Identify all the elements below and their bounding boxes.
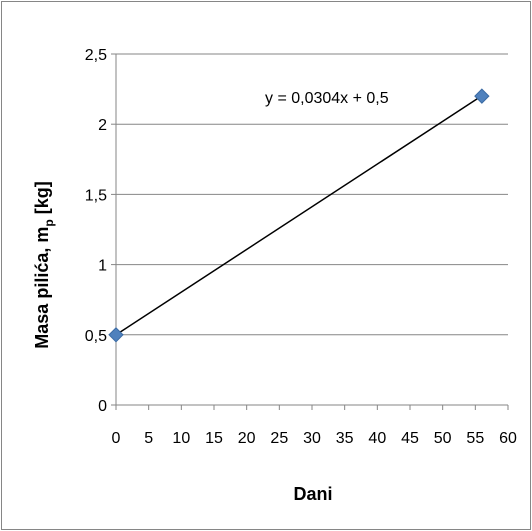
y-tick-label: 1,5 — [85, 187, 107, 204]
trendline-group — [115, 95, 483, 336]
tick-labels: 0 0,5 1 1,5 2 2,5 0 5 10 15 20 25 30 35 40 45 50 55 60 — [85, 47, 517, 447]
x-tick-label: 30 — [303, 430, 321, 447]
x-tick-label: 20 — [238, 430, 256, 447]
y-tick-label: 1 — [98, 258, 107, 275]
axes — [111, 53, 509, 410]
y-tick-label: 0,5 — [85, 328, 107, 345]
y-tick-label: 0 — [98, 398, 107, 415]
data-points — [108, 88, 490, 343]
x-tick-label: 25 — [270, 430, 288, 447]
x-tick-label: 35 — [336, 430, 354, 447]
y-axis-title-subscript: p — [42, 219, 56, 226]
trendline-equation: y = 0,0304x + 0,5 — [265, 90, 389, 107]
trendline — [115, 95, 483, 336]
data-point-marker — [474, 88, 490, 104]
x-tick-label: 45 — [401, 430, 419, 447]
x-tick-label: 15 — [205, 430, 223, 447]
y-axis-title-unit: [kg] — [32, 181, 52, 219]
y-tick-label: 2,5 — [85, 47, 107, 64]
x-tick-label: 40 — [368, 430, 386, 447]
x-tick-label: 60 — [499, 430, 517, 447]
x-tick-label: 10 — [172, 430, 190, 447]
y-axis-title: Masa pilića, mp [kg] — [32, 181, 56, 348]
x-tick-label: 5 — [144, 430, 153, 447]
x-tick-label: 0 — [112, 430, 121, 447]
y-tick-label: 2 — [98, 117, 107, 134]
x-axis-title: Dani — [293, 484, 332, 504]
y-axis-title-main: Masa pilića, m — [32, 227, 52, 349]
data-point-marker — [108, 327, 124, 343]
grid-lines — [116, 53, 508, 336]
x-tick-label: 55 — [466, 430, 484, 447]
x-tick-label: 50 — [434, 430, 452, 447]
